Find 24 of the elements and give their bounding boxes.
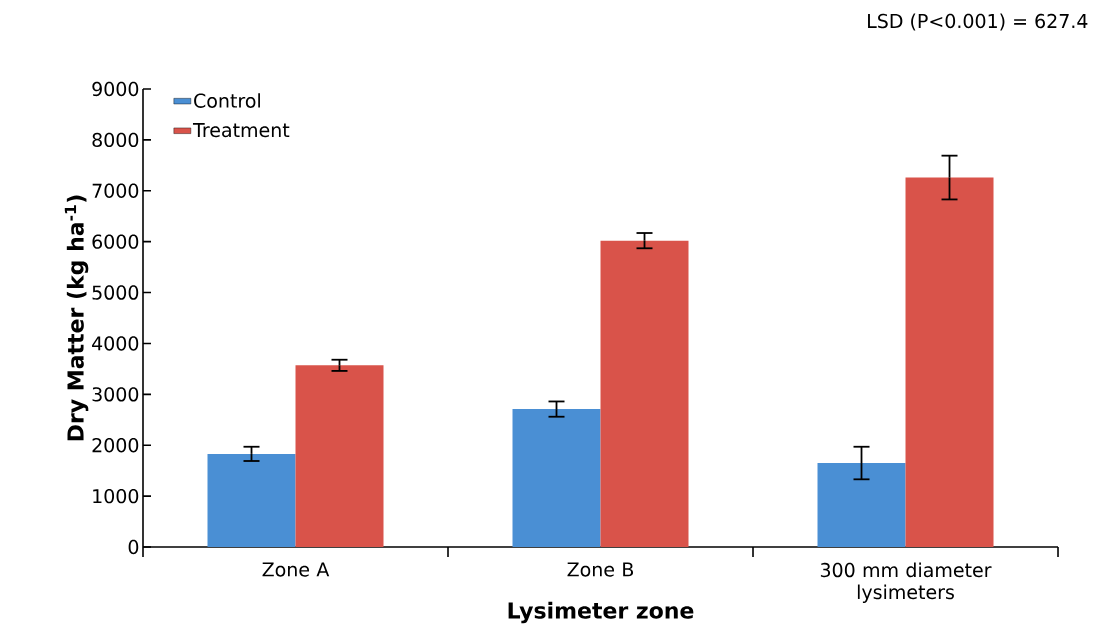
bar: [817, 463, 906, 547]
y-tick-label: 2000: [92, 438, 139, 453]
y-tick-label: 0: [128, 539, 139, 555]
y-tick-label: 5000: [92, 285, 139, 300]
x-tick-label: Zone B: [567, 562, 634, 577]
y-axis-title: Dry Matter (kg ha$^{-1}$): [64, 195, 89, 441]
y-tick-label: 8000: [92, 132, 139, 148]
bar: [207, 453, 296, 547]
y-tick-label: 1000: [93, 488, 139, 504]
bar: [295, 365, 384, 547]
y-tick-label: 6000: [92, 234, 139, 249]
bar: [512, 409, 601, 547]
x-axis-title: Lysimeter zone: [508, 601, 694, 624]
x-tick-label: 300 mm diameter lysimeters: [820, 562, 992, 603]
text: LSD (P<0.001) = 627.4: [868, 13, 1088, 31]
y-tick-label: 7000: [92, 183, 139, 198]
y-tick-label: 9000: [92, 81, 139, 97]
legend-label: Treatment: [192, 123, 290, 138]
y-tick-label: 3000: [92, 387, 139, 402]
bar: [905, 177, 994, 547]
x-tick-label: Zone A: [262, 562, 330, 577]
y-tick-label: 4000: [92, 336, 139, 351]
legend-label: Control: [194, 93, 260, 108]
bar: [600, 240, 689, 547]
